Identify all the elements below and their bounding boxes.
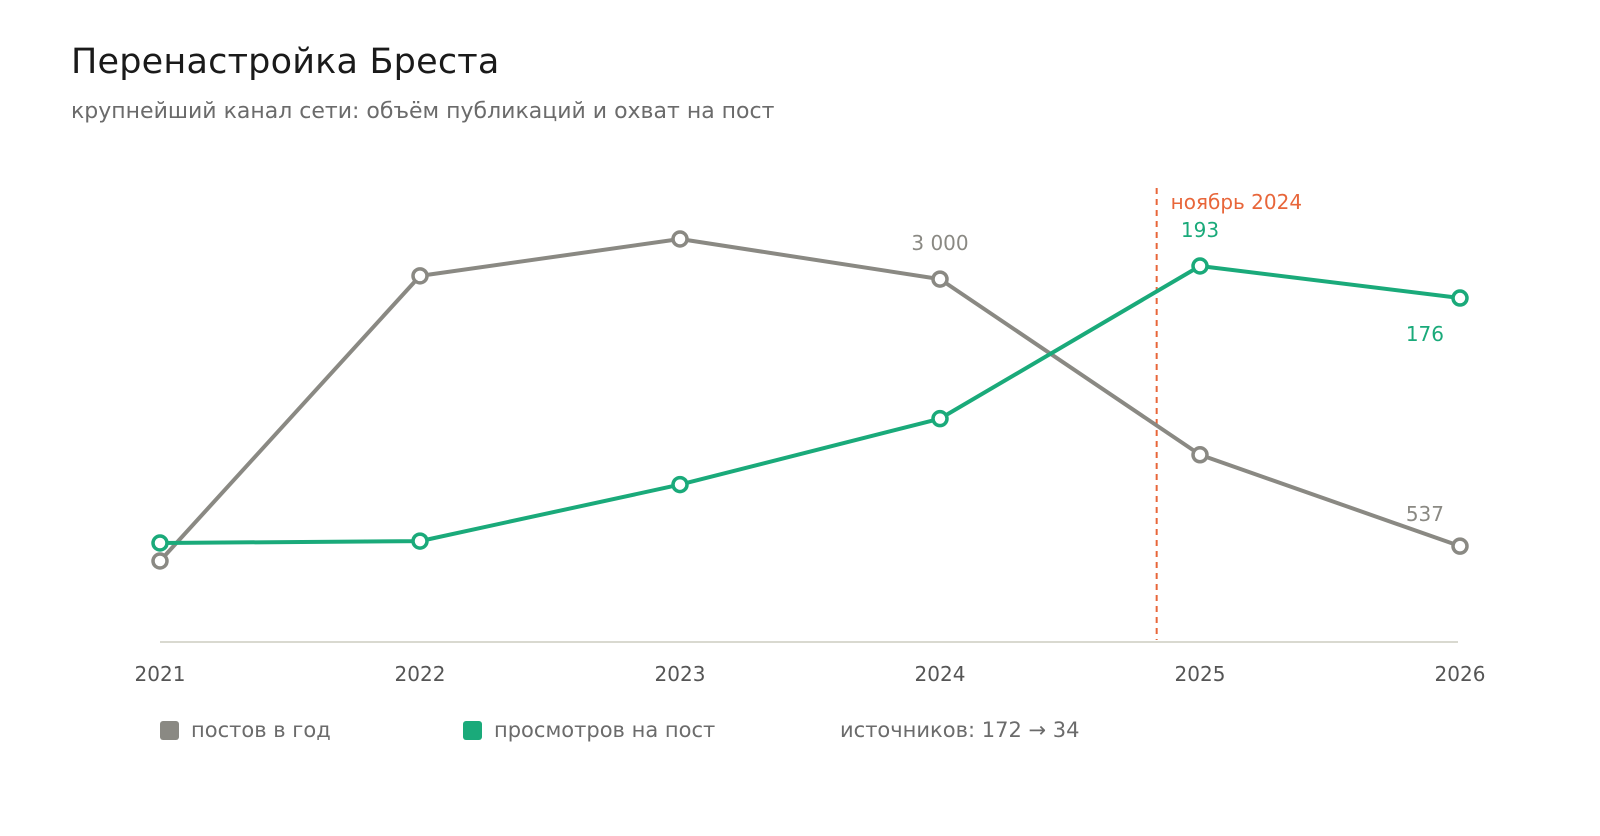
data-point-posts <box>671 230 689 248</box>
data-label-views: 193 <box>1181 218 1219 242</box>
series-line-posts <box>158 237 1461 563</box>
x-tick-label: 2023 <box>655 662 706 686</box>
x-tick-label: 2026 <box>1435 662 1486 686</box>
event-marker-label: ноябрь 2024 <box>1171 190 1302 214</box>
x-tick-label: 2024 <box>915 662 966 686</box>
chart-subtitle: крупнейший канал сети: объём публикаций … <box>71 99 775 124</box>
data-point-views <box>1451 289 1469 307</box>
data-point-posts <box>1451 537 1469 555</box>
data-labels: 3 000 537 193 176 <box>911 218 1444 526</box>
data-point-views <box>1191 257 1209 275</box>
sources-note: источников: 172 → 34 <box>840 718 1080 742</box>
data-point-posts <box>151 552 169 570</box>
data-label-posts: 3 000 <box>911 231 968 255</box>
data-point-posts <box>931 270 949 288</box>
data-point-views <box>411 532 429 550</box>
legend-item-views: просмотров на пост <box>463 716 715 744</box>
data-label-views: 176 <box>1406 322 1444 346</box>
legend-item-posts: постов в год <box>160 716 331 744</box>
legend-label-posts: постов в год <box>191 718 331 742</box>
data-point-posts <box>411 267 429 285</box>
series-group <box>151 230 1469 570</box>
x-tick-label: 2021 <box>135 662 186 686</box>
chart-title: Перенастройка Бреста <box>71 42 500 82</box>
x-tick-label: 2022 <box>395 662 446 686</box>
data-point-views <box>931 409 949 428</box>
x-tick-labels: 2021 2022 2023 2024 2025 2026 <box>135 662 1486 686</box>
data-point-views <box>151 534 169 552</box>
legend-swatch-views <box>463 720 482 740</box>
event-marker: ноябрь 2024 <box>1155 188 1302 640</box>
data-point-posts <box>1191 446 1209 464</box>
data-point-views <box>671 475 689 494</box>
legend-swatch-posts <box>160 720 179 740</box>
x-tick-label: 2025 <box>1175 662 1226 686</box>
data-label-posts: 537 <box>1406 502 1444 526</box>
legend-label-views: просмотров на пост <box>494 718 716 742</box>
series-line-views <box>159 264 1461 545</box>
